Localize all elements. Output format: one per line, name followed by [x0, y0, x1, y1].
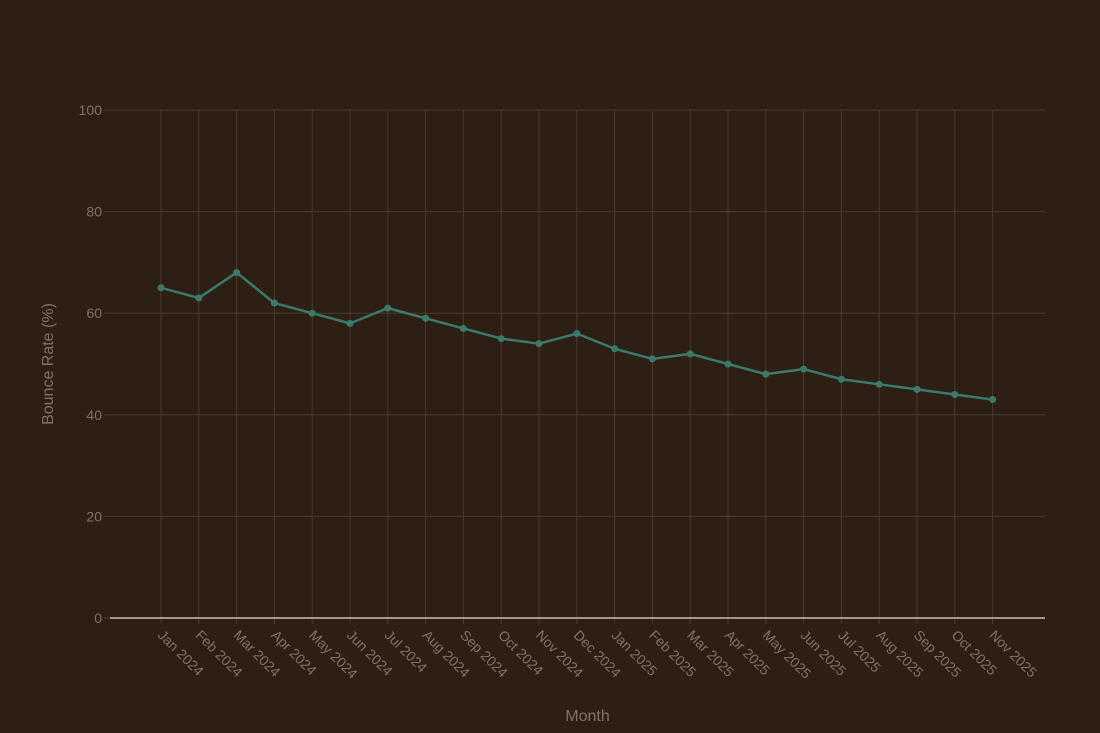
data-point: [459, 324, 467, 332]
data-point: [724, 360, 732, 368]
series: [157, 269, 997, 404]
y-tick-label: 80: [86, 204, 102, 220]
data-point: [648, 355, 656, 363]
y-tick-label: 0: [94, 610, 102, 626]
data-point: [762, 370, 770, 378]
data-point: [573, 330, 581, 338]
y-tick-label: 60: [86, 305, 102, 321]
data-point: [157, 284, 165, 292]
data-point: [989, 396, 997, 404]
y-axis-title: Bounce Rate (%): [40, 303, 57, 425]
data-point: [384, 304, 392, 312]
data-point: [346, 319, 354, 327]
y-tick-label: 40: [86, 407, 102, 423]
data-point: [195, 294, 203, 302]
data-point: [686, 350, 694, 358]
data-point: [535, 340, 543, 348]
y-tick-label: 100: [79, 102, 103, 118]
y-axis-ticks: 0 20 40 60 80 100: [79, 102, 110, 626]
y-tick-label: 20: [86, 508, 102, 524]
data-point: [837, 375, 845, 383]
data-point: [913, 385, 921, 393]
data-point: [233, 269, 241, 277]
data-point: [308, 309, 316, 317]
grid: [110, 109, 1045, 618]
data-point: [800, 365, 808, 373]
data-point: [497, 335, 505, 343]
x-axis-title: Month: [565, 708, 609, 725]
data-point: [951, 390, 959, 398]
data-point: [422, 314, 430, 322]
data-point: [611, 345, 619, 353]
data-point: [270, 299, 278, 307]
data-point: [875, 380, 883, 388]
